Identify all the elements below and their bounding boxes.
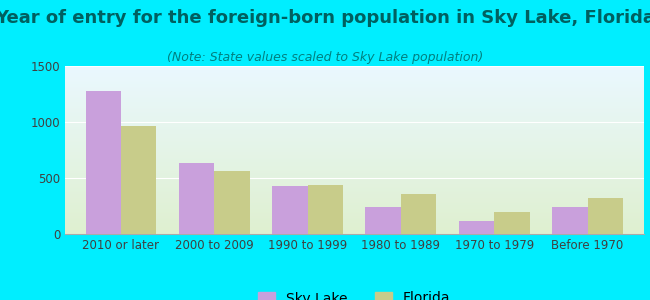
Bar — [121, 127, 157, 234]
Bar — [307, 185, 343, 234]
Bar — [401, 194, 436, 234]
Bar — [459, 221, 494, 234]
Bar — [179, 164, 215, 234]
Bar — [214, 171, 250, 234]
Bar — [365, 207, 401, 234]
Bar — [272, 186, 307, 234]
Text: (Note: State values scaled to Sky Lake population): (Note: State values scaled to Sky Lake p… — [167, 51, 483, 64]
Bar — [86, 91, 121, 234]
Bar — [552, 207, 588, 234]
Bar — [588, 198, 623, 234]
Legend: Sky Lake, Florida: Sky Lake, Florida — [253, 286, 456, 300]
Bar — [494, 212, 530, 234]
Text: Year of entry for the foreign-born population in Sky Lake, Florida: Year of entry for the foreign-born popul… — [0, 9, 650, 27]
